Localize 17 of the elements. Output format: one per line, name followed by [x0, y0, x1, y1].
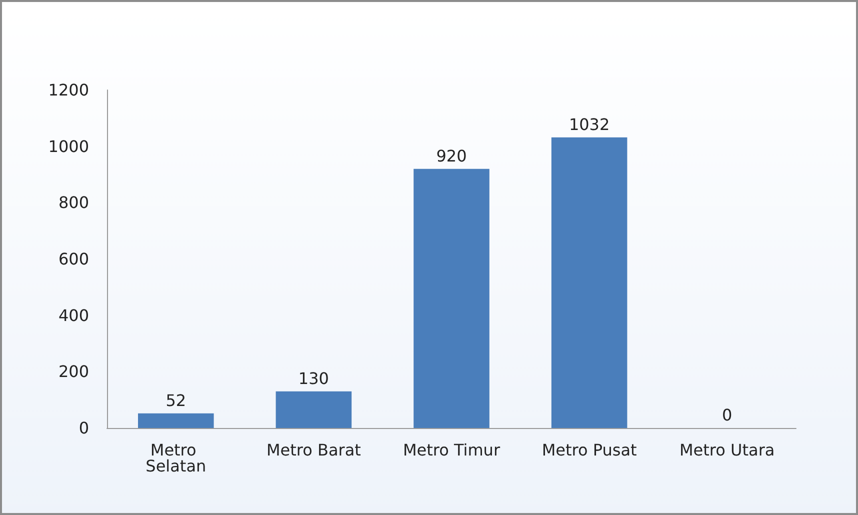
data-label: 130: [298, 368, 329, 388]
data-label: 920: [436, 146, 467, 166]
y-tick-label: 0: [78, 418, 89, 438]
x-tick-label: Metro Pusat: [542, 440, 637, 460]
y-tick-label: 1200: [48, 80, 89, 100]
data-label: 0: [722, 406, 732, 424]
x-tick-label: Metro Timur: [402, 440, 500, 460]
y-tick-label: 1000: [48, 136, 89, 156]
x-tick-label: Metro Utara: [680, 440, 775, 460]
x-tick-label: Metro Selatan: [146, 440, 206, 476]
y-tick-label: 600: [58, 250, 89, 268]
y-tick-label: 800: [58, 193, 89, 212]
data-label: 52: [166, 390, 186, 410]
y-tick-label: 200: [58, 362, 89, 382]
y-tick-label: 400: [58, 306, 89, 325]
x-tick-label: Metro Barat: [266, 440, 361, 460]
data-label: 1032: [568, 114, 610, 134]
